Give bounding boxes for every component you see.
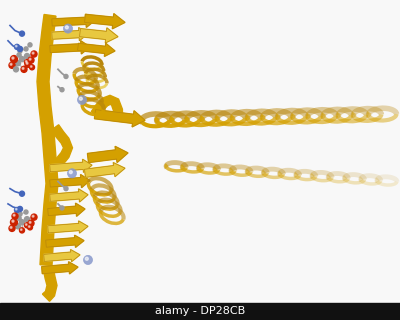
Polygon shape: [46, 235, 84, 247]
Polygon shape: [51, 125, 72, 169]
Circle shape: [31, 51, 37, 57]
Circle shape: [64, 24, 72, 33]
Circle shape: [26, 62, 28, 64]
Circle shape: [29, 221, 31, 223]
Circle shape: [30, 66, 32, 67]
Circle shape: [79, 97, 82, 100]
Circle shape: [10, 227, 12, 228]
Circle shape: [24, 47, 28, 51]
Circle shape: [17, 216, 21, 220]
Circle shape: [65, 26, 68, 29]
Circle shape: [18, 206, 22, 212]
Circle shape: [18, 212, 22, 216]
Circle shape: [68, 169, 76, 178]
Circle shape: [18, 49, 22, 53]
Circle shape: [28, 220, 34, 226]
Circle shape: [12, 57, 14, 59]
Circle shape: [24, 53, 30, 59]
Circle shape: [16, 208, 17, 210]
Circle shape: [12, 220, 14, 222]
Circle shape: [24, 210, 28, 214]
Circle shape: [16, 61, 20, 66]
Circle shape: [12, 213, 18, 219]
Circle shape: [20, 220, 24, 225]
Polygon shape: [37, 14, 58, 265]
Circle shape: [13, 214, 15, 216]
Polygon shape: [48, 221, 88, 233]
Circle shape: [9, 62, 15, 68]
Polygon shape: [50, 159, 92, 172]
Circle shape: [26, 224, 27, 225]
Circle shape: [28, 226, 30, 227]
Circle shape: [24, 223, 30, 228]
Circle shape: [29, 58, 31, 60]
Circle shape: [31, 214, 37, 220]
Polygon shape: [91, 95, 122, 117]
Polygon shape: [52, 28, 88, 41]
Circle shape: [30, 65, 34, 70]
Circle shape: [14, 67, 18, 72]
Polygon shape: [78, 43, 115, 56]
Circle shape: [16, 45, 17, 47]
Circle shape: [85, 257, 88, 260]
Circle shape: [22, 68, 24, 69]
Text: alamy - DP28CB: alamy - DP28CB: [155, 306, 245, 316]
Circle shape: [17, 53, 21, 57]
Polygon shape: [42, 262, 78, 274]
Polygon shape: [42, 266, 57, 301]
Polygon shape: [50, 41, 90, 54]
Circle shape: [32, 52, 34, 54]
Circle shape: [10, 63, 12, 65]
Circle shape: [64, 75, 68, 78]
Circle shape: [60, 206, 64, 210]
Circle shape: [69, 171, 72, 174]
Polygon shape: [44, 250, 80, 262]
Circle shape: [20, 191, 24, 196]
Circle shape: [24, 217, 30, 222]
Circle shape: [28, 57, 34, 63]
Circle shape: [20, 31, 24, 36]
Circle shape: [64, 187, 68, 191]
Circle shape: [16, 224, 20, 229]
Circle shape: [84, 255, 92, 265]
Polygon shape: [52, 14, 95, 28]
Circle shape: [25, 61, 31, 67]
Circle shape: [24, 60, 30, 65]
Polygon shape: [88, 146, 128, 163]
Polygon shape: [84, 163, 125, 177]
Circle shape: [18, 46, 22, 52]
Circle shape: [78, 95, 86, 105]
Polygon shape: [80, 28, 118, 43]
Polygon shape: [50, 174, 90, 188]
Circle shape: [32, 215, 34, 217]
Circle shape: [10, 56, 18, 63]
Circle shape: [14, 44, 20, 50]
Circle shape: [20, 228, 24, 233]
Circle shape: [14, 207, 20, 212]
Circle shape: [20, 57, 24, 62]
Circle shape: [28, 225, 32, 230]
Circle shape: [20, 229, 22, 230]
Polygon shape: [50, 189, 88, 202]
Circle shape: [28, 43, 32, 47]
Polygon shape: [48, 203, 85, 216]
Polygon shape: [94, 110, 145, 127]
Circle shape: [9, 225, 15, 231]
Circle shape: [26, 61, 27, 62]
Circle shape: [21, 66, 27, 72]
Bar: [0, 303, 400, 320]
Polygon shape: [85, 14, 125, 29]
Circle shape: [10, 219, 18, 226]
Circle shape: [60, 88, 64, 92]
